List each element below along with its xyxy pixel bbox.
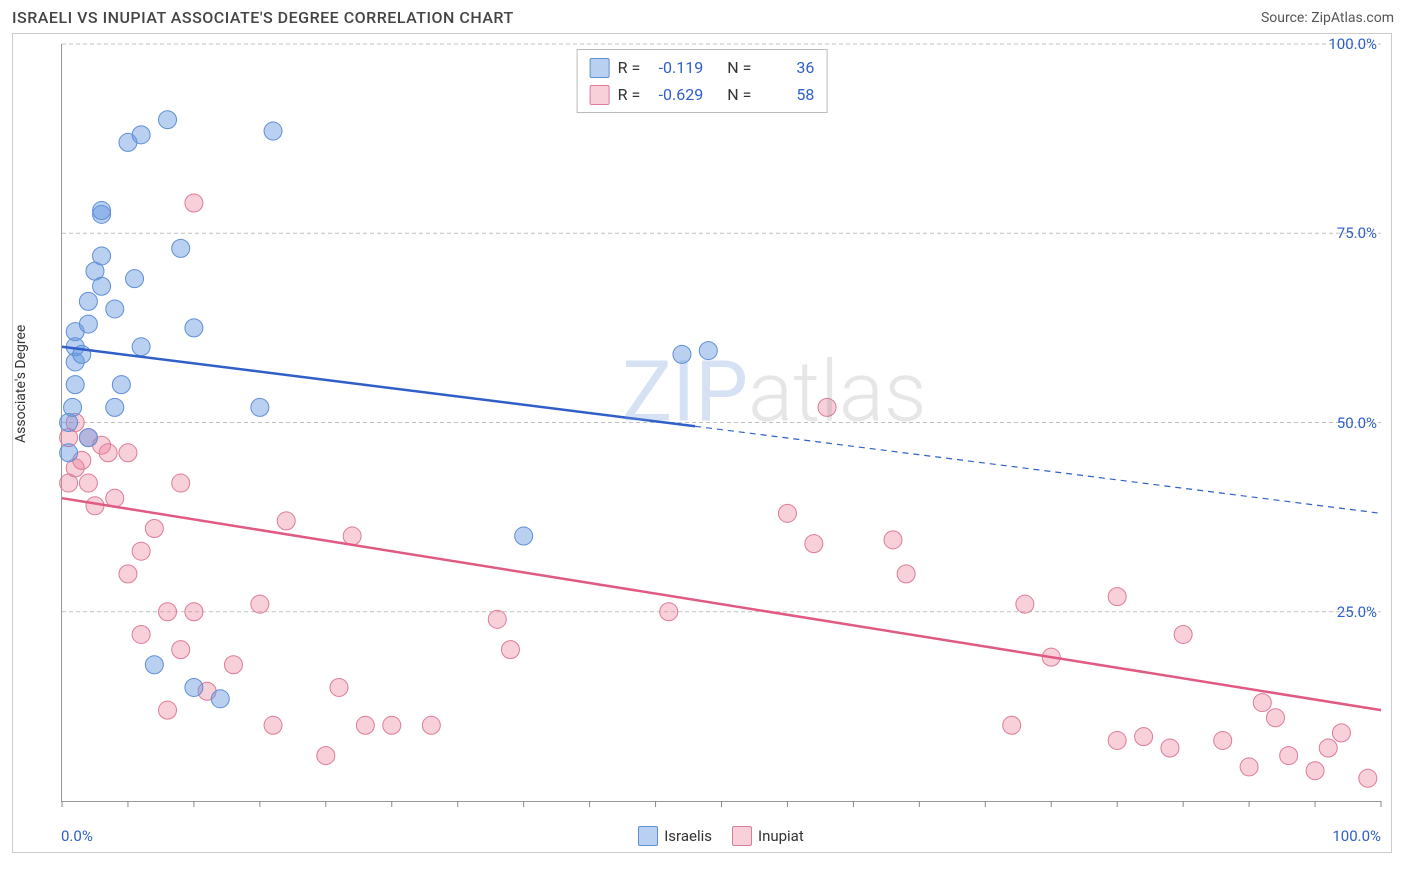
swatch-israelis-icon	[638, 826, 658, 846]
y-axis-label: Associate's Degree	[13, 325, 29, 443]
swatch-israelis	[590, 58, 610, 78]
y-tick-label: 50.0%	[1337, 414, 1377, 432]
chart-title: ISRAELI VS INUPIAT ASSOCIATE'S DEGREE CO…	[12, 8, 514, 27]
y-tick-label: 75.0%	[1337, 224, 1377, 242]
r-label: R =	[618, 81, 641, 108]
correlation-legend: R = -0.119 N = 36 R = -0.629 N = 58	[577, 49, 828, 113]
r-value-israelis: -0.119	[648, 54, 703, 81]
n-label: N =	[727, 81, 751, 108]
bottom-legend-label: Inupiat	[758, 827, 804, 845]
source-attribution: Source: ZipAtlas.com	[1261, 10, 1394, 26]
r-value-inupiat: -0.629	[648, 81, 703, 108]
legend-row-inupiat: R = -0.629 N = 58	[590, 81, 815, 108]
chart-panel: Associate's Degree R = -0.119 N = 36 R =…	[12, 33, 1392, 853]
source-link[interactable]: ZipAtlas.com	[1311, 10, 1394, 26]
plot-area: ZIPatlas	[61, 44, 1381, 802]
scatter-svg	[62, 44, 1381, 801]
x-min-label: 0.0%	[61, 827, 93, 845]
r-label: R =	[618, 54, 641, 81]
n-label: N =	[727, 54, 751, 81]
swatch-inupiat-icon	[732, 826, 752, 846]
y-tick-label: 100.0%	[1328, 35, 1377, 53]
chart-header: ISRAELI VS INUPIAT ASSOCIATE'S DEGREE CO…	[0, 0, 1406, 33]
source-prefix: Source:	[1261, 10, 1311, 26]
swatch-inupiat	[590, 85, 610, 105]
n-value-israelis: 36	[759, 54, 814, 81]
x-max-label: 100.0%	[1332, 827, 1381, 845]
legend-row-israelis: R = -0.119 N = 36	[590, 54, 815, 81]
bottom-legend-israelis: Israelis	[638, 826, 712, 846]
n-value-inupiat: 58	[759, 81, 814, 108]
x-axis-footer: 0.0% Israelis Inupiat 100.0%	[61, 826, 1381, 846]
bottom-legend-inupiat: Inupiat	[732, 826, 804, 846]
y-tick-label: 25.0%	[1337, 603, 1377, 621]
bottom-legend-label: Israelis	[664, 827, 712, 845]
